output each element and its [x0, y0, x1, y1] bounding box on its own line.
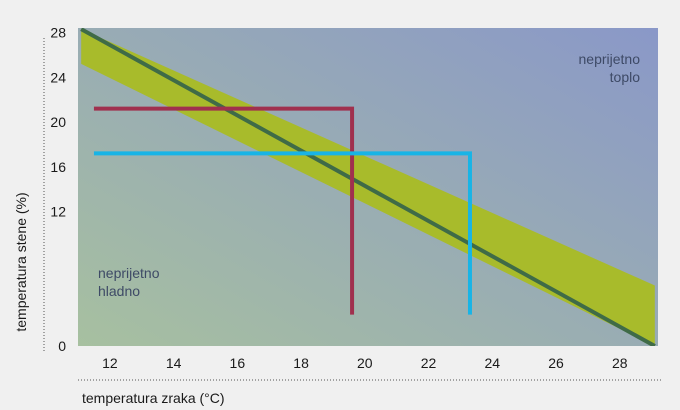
y-axis-title: temperatura stene (%): [13, 192, 29, 331]
x-tick-label: 24: [484, 355, 500, 371]
x-tick-label: 14: [166, 355, 182, 371]
y-tick-label: 28: [50, 24, 66, 40]
series-line-1: [93, 106, 355, 315]
zone-label-warm: neprijetno toplo: [579, 51, 641, 85]
x-tick-label: 12: [102, 355, 118, 371]
y-tick-label: 24: [50, 69, 66, 85]
y-tick-label: 12: [50, 204, 66, 220]
series-line-2: [93, 151, 472, 315]
comfort-line: [80, 28, 656, 346]
x-tick-label: 28: [612, 355, 628, 371]
zone-label-cold: neprijetno hladno: [98, 265, 160, 299]
x-tick-label: 18: [293, 355, 309, 371]
y-tick-label: 20: [50, 114, 66, 130]
x-tick-label: 16: [230, 355, 246, 371]
x-axis-title: temperatura zraka (°C): [82, 390, 225, 406]
x-tick-label: 22: [421, 355, 437, 371]
y-tick-label: 16: [50, 159, 66, 175]
x-tick-label: 26: [548, 355, 564, 371]
y-tick-label: 0: [58, 338, 66, 354]
x-tick-label: 20: [357, 355, 373, 371]
